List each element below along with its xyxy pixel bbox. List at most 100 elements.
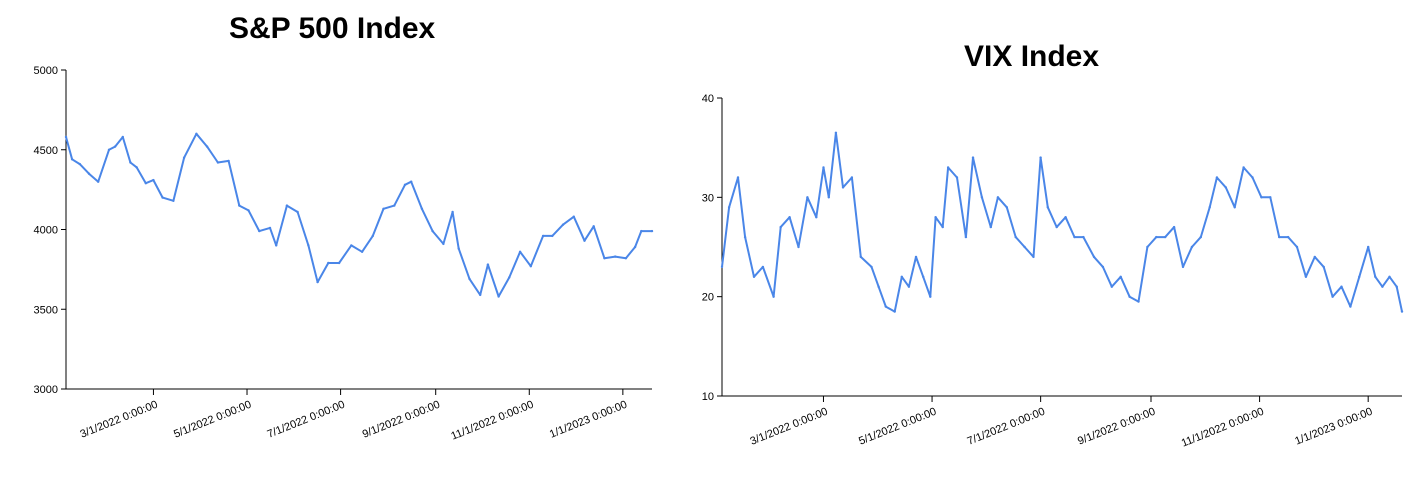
data-point: [914, 255, 918, 259]
data-point: [1322, 265, 1325, 269]
data-point: [583, 239, 586, 242]
data-point: [650, 229, 654, 233]
x-tick-label: 3/1/2022 0:00:00: [749, 406, 830, 448]
data-point: [382, 207, 385, 210]
data-point: [736, 176, 740, 179]
data-point: [859, 255, 862, 259]
data-point: [822, 166, 825, 169]
data-point: [97, 180, 100, 183]
data-point: [592, 225, 595, 228]
data-point: [227, 159, 230, 163]
data-point: [1278, 235, 1281, 239]
y-tick-label: 20: [702, 292, 714, 304]
data-point: [508, 276, 511, 279]
data-point: [144, 182, 147, 185]
data-point: [922, 275, 925, 278]
data-point: [70, 158, 74, 161]
data-point: [1295, 245, 1299, 249]
data-point: [980, 196, 984, 199]
data-point: [296, 210, 299, 214]
data-point: [529, 265, 532, 268]
data-point: [603, 257, 606, 260]
data-point: [1032, 255, 1035, 259]
x-tick-label: 1/1/2023 0:00:00: [1293, 406, 1374, 448]
data-point: [1224, 186, 1227, 189]
data-point: [761, 265, 765, 269]
data-point: [834, 131, 838, 134]
data-point: [431, 229, 434, 233]
data-point: [337, 261, 341, 265]
data-point: [797, 245, 800, 249]
data-point: [806, 196, 809, 199]
data-point: [1233, 206, 1236, 209]
data-point: [1199, 235, 1202, 239]
data-point: [929, 295, 932, 298]
data-point: [307, 244, 310, 247]
data-point: [633, 245, 637, 249]
data-point: [1055, 225, 1058, 229]
data-point: [350, 244, 353, 247]
data-point: [371, 234, 374, 238]
data-point: [1073, 235, 1076, 239]
data-point: [1208, 206, 1211, 209]
data-point: [541, 234, 545, 238]
data-point: [1014, 235, 1017, 239]
data-point: [727, 206, 731, 209]
data-point: [497, 295, 500, 298]
series-line: [65, 132, 652, 298]
data-point: [420, 207, 424, 210]
data-point: [152, 178, 155, 182]
data-point: [971, 156, 975, 159]
data-point: [457, 247, 460, 250]
data-point: [1251, 176, 1254, 179]
data-point: [258, 229, 261, 233]
data-point: [107, 148, 111, 151]
data-point: [752, 275, 756, 278]
data-point: [64, 135, 68, 139]
data-point: [1101, 265, 1105, 269]
x-tick-label: 3/1/2022 0:00:00: [79, 399, 160, 441]
data-point: [1400, 310, 1404, 313]
data-point: [410, 180, 413, 183]
data-point: [907, 285, 911, 288]
vix-chart-svg: 10 20 30 40 3/1/2022 0:00:00 5/1/2022 0:00:00…: [702, 93, 1404, 450]
data-point: [640, 229, 643, 233]
data-point: [1023, 245, 1026, 249]
x-tick-label: 5/1/2022 0:00:00: [172, 399, 253, 441]
data-point: [360, 250, 364, 253]
data-point: [1039, 156, 1042, 159]
data-point: [161, 196, 164, 199]
data-point: [614, 255, 617, 258]
data-point: [1260, 196, 1263, 199]
data-point: [1242, 166, 1245, 169]
y-tick-label: 4000: [34, 225, 58, 237]
data-point: [275, 244, 278, 247]
data-point: [772, 295, 775, 298]
data-point: [989, 225, 992, 229]
x-tick-label: 7/1/2022 0:00:00: [966, 406, 1047, 448]
data-point: [121, 135, 125, 139]
data-point: [1286, 235, 1290, 239]
data-point: [551, 234, 554, 238]
y-tick-label: 3000: [34, 384, 58, 396]
data-point: [561, 223, 565, 226]
data-point: [403, 183, 407, 186]
x-tick-label: 1/1/2023 0:00:00: [548, 399, 629, 441]
data-point: [1005, 206, 1008, 209]
data-point: [468, 277, 471, 281]
vix-chart-title: VIX Index: [964, 40, 1100, 73]
sp500-chart-title: S&P 500 Index: [229, 12, 436, 45]
data-point: [238, 204, 241, 207]
data-point: [1092, 255, 1096, 259]
data-point: [1331, 295, 1334, 298]
data-point: [285, 204, 289, 207]
data-point: [946, 166, 950, 169]
data-point: [870, 265, 873, 269]
data-point: [327, 261, 330, 265]
data-point: [518, 250, 522, 253]
x-tick-label: 9/1/2022 0:00:00: [361, 399, 442, 441]
data-point: [884, 305, 887, 308]
data-point: [788, 216, 791, 219]
data-point: [572, 215, 575, 218]
data-point: [393, 204, 396, 207]
